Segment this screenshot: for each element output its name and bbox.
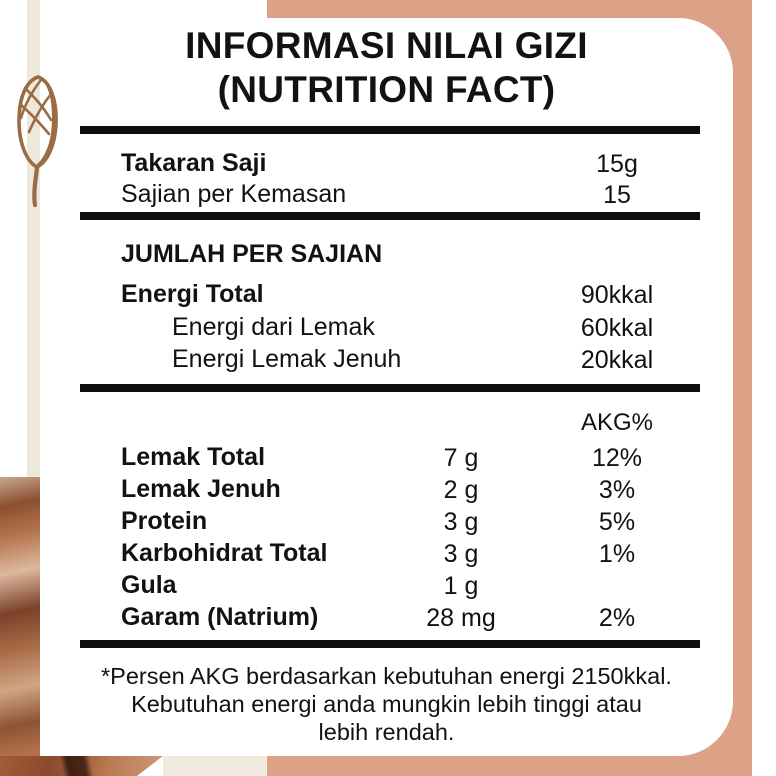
chocolate-photo-bottom [0, 756, 163, 776]
nutrient-row-akg: 5% [598, 508, 636, 536]
serving-size-value: 15g [596, 150, 638, 178]
chocolate-photo-strip [0, 477, 40, 776]
beige-band [27, 0, 40, 478]
energy-total-label: Energi Total [121, 280, 264, 308]
energy-sat-fat-value: 20kkal [580, 346, 654, 374]
nutrient-row-label: Garam (Natrium) [121, 603, 319, 631]
serving-size-label: Takaran Saji [121, 149, 267, 177]
nutrient-row-amount: 7 g [443, 444, 479, 472]
akg-footnote: *Persen AKG berdasarkan kebutuhan energi… [40, 662, 733, 746]
energy-sat-fat-label: Energi Lemak Jenuh [172, 345, 402, 373]
cacao-pod-icon [17, 75, 58, 208]
divider-bar [80, 384, 700, 392]
nutrient-row-akg: 2% [598, 604, 636, 632]
title-line-1: INFORMASI NILAI GIZI [185, 25, 588, 66]
divider-bar [80, 212, 700, 220]
footnote-line-3: lebih rendah. [318, 719, 455, 745]
servings-per-pack-label: Sajian per Kemasan [121, 180, 347, 208]
nutrient-row-akg: 12% [591, 444, 643, 472]
nutrient-row-akg: 3% [598, 476, 636, 504]
nutrient-row-amount: 2 g [443, 476, 479, 504]
nutrient-row-amount: 3 g [443, 540, 479, 568]
divider-bar [80, 126, 700, 134]
nutrient-row-amount: 28 mg [426, 604, 496, 632]
nutrient-row-akg: 1% [598, 540, 636, 568]
footnote-line-1: *Persen AKG berdasarkan kebutuhan energi… [101, 663, 672, 689]
cream-bottom-strip [163, 756, 267, 776]
akg-column-header: AKG% [580, 409, 654, 436]
servings-per-pack-value: 15 [603, 181, 631, 209]
per-serving-heading: JUMLAH PER SAJIAN [121, 240, 383, 268]
divider-bar [80, 640, 700, 648]
energy-total-value: 90kkal [580, 281, 654, 309]
footnote-line-2: Kebutuhan energi anda mungkin lebih ting… [131, 691, 642, 717]
nutrient-row-label: Protein [121, 507, 208, 535]
nutrient-row-label: Lemak Total [121, 443, 266, 471]
nutrient-row-label: Karbohidrat Total [121, 539, 328, 567]
page-title: INFORMASI NILAI GIZI (NUTRITION FACT) [40, 24, 733, 112]
nutrient-row-amount: 3 g [443, 508, 479, 536]
nutrient-row-amount: 1 g [443, 572, 479, 600]
nutrient-row-label: Lemak Jenuh [121, 475, 281, 503]
nutrient-row-label: Gula [121, 571, 177, 599]
title-line-2: (NUTRITION FACT) [217, 69, 556, 110]
nutrition-card: INFORMASI NILAI GIZI (NUTRITION FACT) Ta… [40, 18, 733, 756]
energy-from-fat-label: Energi dari Lemak [172, 313, 375, 341]
energy-from-fat-value: 60kkal [580, 314, 654, 342]
